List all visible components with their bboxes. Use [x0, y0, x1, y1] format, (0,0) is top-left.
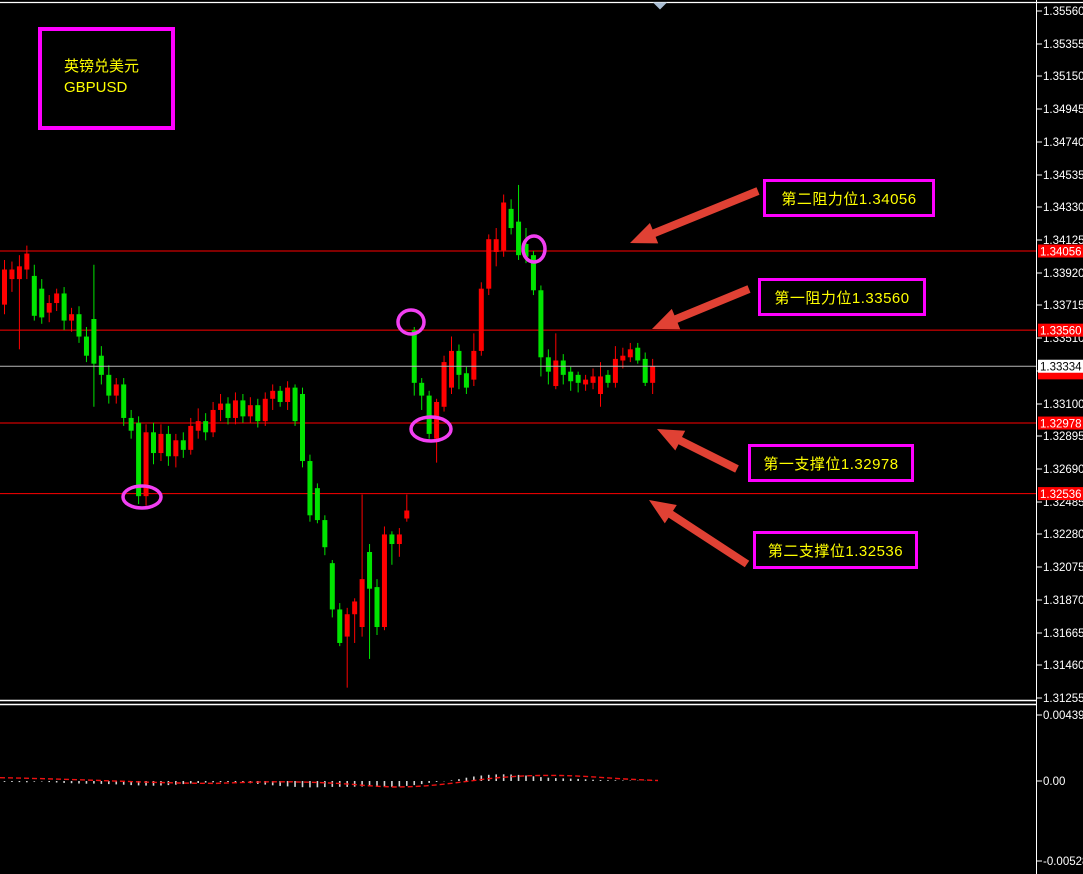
support2-label[interactable]: 第二支撑位1.32536	[753, 531, 918, 569]
support1-label-text: 第一支撑位1.32978	[763, 455, 899, 473]
svg-text:1.33334: 1.33334	[1040, 362, 1082, 374]
svg-text:1.32690: 1.32690	[1043, 464, 1083, 476]
svg-text:1.31665: 1.31665	[1043, 628, 1083, 640]
svg-text:1.35150: 1.35150	[1043, 71, 1083, 83]
resistance1-label[interactable]: 第一阻力位1.33560	[758, 278, 926, 316]
svg-text:1.34740: 1.34740	[1043, 137, 1083, 149]
level-tag-support-1	[1038, 416, 1083, 430]
resistance2-label[interactable]: 第二阻力位1.34056	[763, 179, 935, 217]
svg-text:1.34945: 1.34945	[1043, 104, 1083, 116]
macd-histogram	[3, 774, 654, 788]
support2-label-text: 第二支撑位1.32536	[767, 542, 904, 560]
symbol-title-code: GBPUSD	[64, 79, 128, 96]
svg-text:1.34535: 1.34535	[1043, 170, 1083, 182]
svg-text:1.32075: 1.32075	[1043, 562, 1083, 574]
resistance1-label-text: 第一阻力位1.33560	[774, 289, 910, 307]
svg-text:1.32280: 1.32280	[1043, 529, 1083, 541]
macd-signal-line	[0, 774, 659, 788]
svg-text:1.33715: 1.33715	[1043, 300, 1083, 312]
svg-text:-0.005281: -0.005281	[1043, 856, 1083, 868]
svg-text:1.31255: 1.31255	[1043, 693, 1083, 705]
current-price-tag	[1038, 359, 1083, 373]
svg-text:0.004393: 0.004393	[1043, 710, 1083, 722]
svg-text:1.31460: 1.31460	[1043, 660, 1083, 672]
svg-text:1.33100: 1.33100	[1043, 399, 1083, 411]
level-tag-resistance-2	[1038, 244, 1083, 258]
support1-label[interactable]: 第一支撑位1.32978	[748, 444, 914, 482]
svg-text:1.34056: 1.34056	[1040, 247, 1082, 259]
level-tag-resistance-1	[1038, 323, 1083, 337]
symbol-title-cn: 英镑兑美元	[64, 58, 140, 75]
svg-text:1.32895: 1.32895	[1043, 431, 1083, 443]
level-tag-support-2	[1038, 487, 1083, 501]
svg-text:1.32536: 1.32536	[1040, 489, 1082, 501]
svg-text:0.00: 0.00	[1043, 776, 1065, 788]
svg-text:1.31870: 1.31870	[1043, 595, 1083, 607]
annotation-arrows[interactable]	[630, 187, 760, 568]
price-axis[interactable]: 1.35560 1.35355 1.35150 1.34945 1.34740 1.345…	[1036, 0, 1083, 874]
svg-text:1.34330: 1.34330	[1043, 202, 1083, 214]
level-lines	[0, 250, 1036, 495]
symbol-title-box[interactable]: 英镑兑美元 GBPUSD	[38, 27, 175, 130]
scroll-position-marker[interactable]	[653, 2, 667, 10]
svg-text:1.32978: 1.32978	[1040, 419, 1082, 431]
svg-text:1.34125: 1.34125	[1043, 235, 1083, 247]
svg-text:1.33560: 1.33560	[1040, 326, 1082, 338]
svg-text:1.35355: 1.35355	[1043, 39, 1083, 51]
panel-splitter[interactable]	[0, 699, 1036, 706]
resistance2-label-text: 第二阻力位1.34056	[781, 190, 917, 208]
svg-text:1.35560: 1.35560	[1043, 6, 1083, 18]
svg-text:1.33920: 1.33920	[1043, 268, 1083, 280]
candles-layer	[2, 184, 656, 688]
highlight-circles[interactable]	[121, 234, 547, 510]
